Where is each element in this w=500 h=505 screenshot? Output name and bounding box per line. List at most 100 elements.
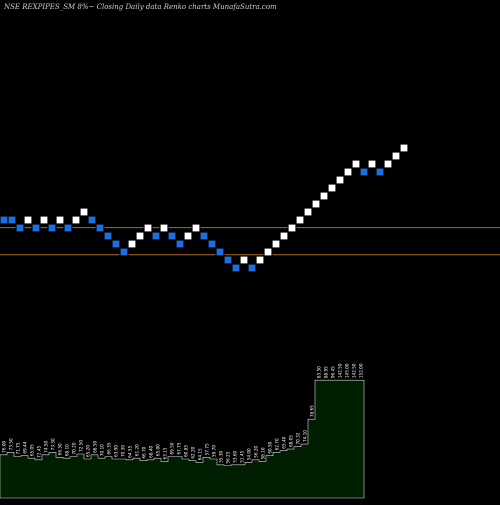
volume-label: 63.90 [114, 445, 119, 457]
up-brick [319, 191, 329, 201]
up-brick [311, 199, 321, 209]
up-brick [367, 159, 377, 169]
volume-label: 51.45 [240, 450, 245, 462]
volume-label: 62.70 [275, 438, 280, 450]
volume-label: 69.44 [23, 441, 28, 453]
up-brick [23, 215, 33, 225]
volume-label: 152.00 [359, 363, 364, 378]
volume-label: 68.05 [289, 435, 294, 447]
volume-label: 70.32 [296, 432, 301, 444]
down-brick [103, 231, 113, 241]
volume-label: 65.05 [30, 444, 35, 456]
volume-label: 70.20 [72, 442, 77, 454]
volume-area [0, 379, 365, 499]
volume-label: 57.75 [205, 443, 210, 455]
volume-label: 142.50 [352, 363, 357, 378]
up-brick [143, 223, 153, 233]
up-brick [191, 223, 201, 233]
volume-label: 72.50 [79, 440, 84, 452]
down-brick [199, 231, 209, 241]
up-brick [159, 223, 169, 233]
volume-label: 71.75 [16, 442, 21, 454]
volume-label: 72.45 [37, 445, 42, 457]
volume-label: 65.00 [156, 444, 161, 456]
volume-label: 58.10 [261, 447, 266, 459]
volume-label: 70.10 [100, 444, 105, 456]
up-brick [39, 215, 49, 225]
down-brick [95, 223, 105, 233]
up-brick [399, 143, 409, 153]
down-brick [0, 215, 9, 225]
up-brick [303, 207, 313, 217]
volume-label: 73.50 [9, 438, 14, 450]
volume-label: 56.20 [254, 445, 259, 457]
down-brick [359, 167, 369, 177]
down-brick [375, 167, 385, 177]
reference-lines [0, 227, 500, 256]
volume-label: 68.40 [149, 445, 154, 457]
volume-label: 96.45 [331, 366, 336, 378]
up-brick [391, 151, 401, 161]
volume-label: 145.00 [345, 363, 350, 378]
down-brick [167, 231, 177, 241]
volume-label: 60.50 [268, 441, 273, 453]
up-brick [79, 207, 89, 217]
volume-label: 62.20 [191, 446, 196, 458]
down-brick [47, 223, 57, 233]
volume-label: 68.50 [93, 441, 98, 453]
down-brick [215, 247, 225, 257]
volume-label: 78.65 [310, 405, 315, 417]
down-brick [223, 255, 233, 265]
up-brick [239, 255, 249, 265]
down-brick [7, 215, 17, 225]
volume-label: 65.20 [86, 445, 91, 457]
volume-label: 60.85 [184, 445, 189, 457]
volume-label: 64.15 [198, 448, 203, 460]
volume-label: 76.00 [2, 441, 7, 453]
volume-label: 56.25 [226, 451, 231, 463]
up-brick [343, 167, 353, 177]
volume-label: 73.30 [51, 438, 56, 450]
down-brick [151, 231, 161, 241]
down-brick [63, 223, 73, 233]
volume-label: 66.50 [58, 443, 63, 455]
down-brick [87, 215, 97, 225]
up-brick [335, 175, 345, 185]
volume-label: 59.70 [212, 445, 217, 457]
up-brick [383, 159, 393, 169]
volume-label: 66.35 [107, 442, 112, 454]
up-brick [327, 183, 337, 193]
up-brick [271, 239, 281, 249]
volume-label: 69.50 [170, 442, 175, 454]
down-brick [175, 239, 185, 249]
volume-panel: 76.00 73.50 71.75 69.44 65.05 72.45 74.50 73.30… [0, 363, 365, 499]
chart-title: NSE REXPIPES_SM 8%~ Closing Daily data R… [4, 3, 277, 11]
volume-label: 54.00 [247, 448, 252, 460]
volume-label: 74.50 [44, 441, 49, 453]
volume-label: 83.50 [317, 366, 322, 378]
down-brick [15, 223, 25, 233]
volume-label: 66.70 [142, 446, 147, 458]
volume-label: 67.75 [177, 442, 182, 454]
down-brick [247, 263, 257, 273]
down-brick [111, 239, 121, 249]
up-brick [127, 239, 137, 249]
up-brick [351, 159, 361, 169]
up-brick [71, 215, 81, 225]
volume-label: 53.60 [233, 450, 238, 462]
volume-label: 68.10 [65, 444, 70, 456]
down-brick [119, 247, 129, 257]
volume-label: 142.50 [338, 363, 343, 378]
down-brick [231, 263, 241, 273]
volume-label: 64.55 [128, 445, 133, 457]
renko-bricks [0, 143, 409, 273]
up-brick [295, 215, 305, 225]
up-brick [135, 231, 145, 241]
up-brick [183, 231, 193, 241]
up-brick [279, 231, 289, 241]
down-brick [207, 239, 217, 249]
up-brick [263, 247, 273, 257]
volume-label: 63.15 [163, 447, 168, 459]
